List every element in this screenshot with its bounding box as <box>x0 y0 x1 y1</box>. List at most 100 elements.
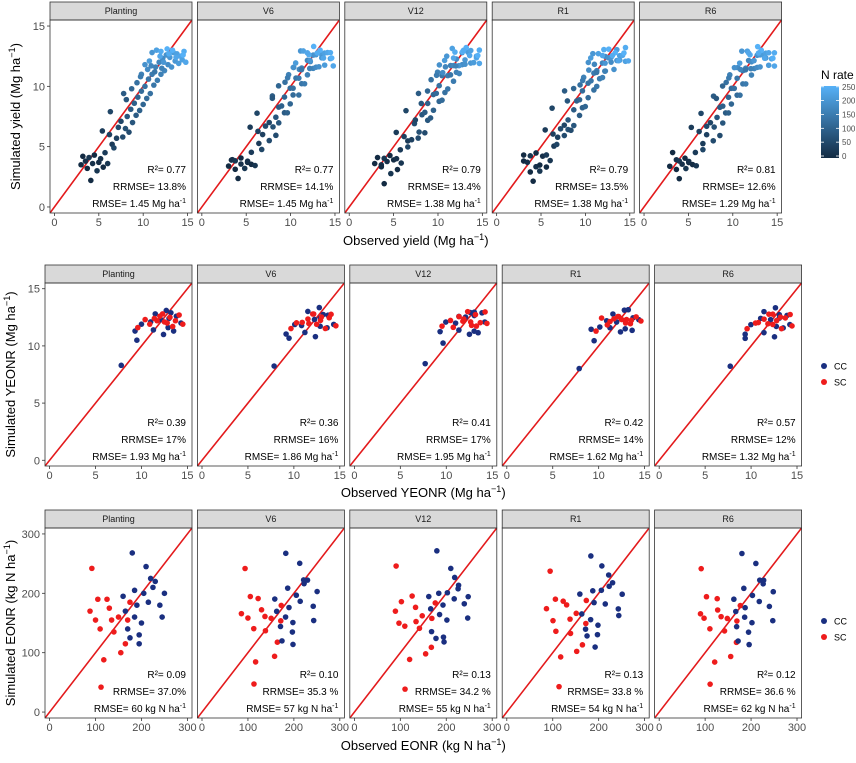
x-axis-title-end: ) <box>501 738 505 753</box>
panel-plot-area <box>45 528 192 718</box>
facet-strip-label: Planting <box>105 6 138 16</box>
data-point <box>563 602 570 608</box>
facet-strip-label: R1 <box>570 514 582 524</box>
data-point <box>476 47 483 53</box>
data-point <box>755 50 762 56</box>
y-tick-label: 0 <box>39 202 45 214</box>
x-tick-label: 100 <box>86 722 104 734</box>
data-point <box>439 97 445 103</box>
x-tick-label: 5 <box>685 217 691 229</box>
data-point <box>140 590 147 597</box>
data-point <box>718 613 724 620</box>
group-legend-yeonr: CC SC <box>821 362 847 388</box>
data-point <box>296 560 303 567</box>
panel-yield-r1: R1 0 5 10 15 R²= 0.79 RRMSE= 13.5% RMSE= 1.38 M… <box>491 1 636 229</box>
data-point <box>754 43 761 50</box>
data-point <box>430 107 437 114</box>
data-point <box>765 49 772 56</box>
legend-key-cc <box>821 618 827 624</box>
data-point <box>599 74 606 81</box>
data-point <box>328 55 335 61</box>
data-point <box>527 153 534 159</box>
stat-rrmse: RRMSE= 17% <box>426 435 491 446</box>
data-point <box>89 160 96 167</box>
data-point <box>374 154 381 161</box>
data-point <box>398 160 405 166</box>
data-point <box>728 101 735 107</box>
data-point <box>287 101 294 107</box>
data-point <box>607 318 613 325</box>
stat-r2: R²= 0.77 <box>147 165 186 176</box>
data-point <box>80 153 86 160</box>
n-rate-tick-label: 250 <box>842 83 856 92</box>
data-point <box>127 599 133 606</box>
x-tick-label: 100 <box>239 722 257 734</box>
data-point <box>590 50 596 57</box>
stat-rmse-main: RMSE= 1.95 Mg ha <box>397 452 485 463</box>
data-point <box>101 657 107 663</box>
data-point <box>428 628 435 635</box>
data-point <box>629 327 635 334</box>
x-tick-label: 10 <box>137 217 149 229</box>
data-point <box>144 66 151 73</box>
data-point <box>745 50 752 56</box>
data-point <box>679 161 685 167</box>
data-point <box>378 163 385 170</box>
data-point <box>142 83 148 90</box>
data-point <box>557 654 564 660</box>
data-point <box>787 311 793 318</box>
data-point <box>296 75 302 81</box>
data-point <box>290 92 296 98</box>
stat-r2: R²= 0.39 <box>147 418 186 429</box>
data-point <box>97 626 103 632</box>
data-point <box>553 628 559 635</box>
x-tick-label: 15 <box>329 217 341 229</box>
chart-row-yeonr: Planting 0 5 10 15 0 5 10 15 R²= 0.39 RRMSE= 17% RM… <box>2 264 803 500</box>
x-tick-label: 0 <box>656 722 662 734</box>
data-point <box>89 565 95 572</box>
chart-rows: Planting 0 5 10 15 0 5 10 15 R²= 0.77 RRMSE= 13.8%… <box>2 1 806 753</box>
panel-yield-planting: Planting 0 5 10 15 0 5 10 15 R²= 0.77 RRMSE= 13.8%… <box>33 1 194 229</box>
stat-rmse: RMSE= 62 kg N ha-1 <box>703 703 795 715</box>
stat-rmse-exp: -1 <box>485 703 491 710</box>
data-point <box>416 625 423 632</box>
data-point <box>447 72 454 78</box>
data-point <box>770 588 777 595</box>
data-point <box>439 69 446 76</box>
stat-r2: R²= 0.09 <box>147 670 186 681</box>
data-point <box>405 144 411 150</box>
data-point <box>152 311 159 317</box>
data-point <box>456 327 462 333</box>
data-point <box>82 158 89 164</box>
data-point <box>583 620 589 627</box>
data-point <box>136 107 143 114</box>
data-point <box>771 63 778 69</box>
data-point <box>748 65 754 72</box>
data-point <box>320 55 327 61</box>
data-point <box>256 140 262 147</box>
data-point <box>127 106 134 113</box>
data-point <box>577 82 583 88</box>
data-point <box>156 59 162 66</box>
one-to-one-line <box>349 528 497 718</box>
data-point <box>135 94 141 100</box>
panel-yeonr-v6: V6 0 5 10 15 R²= 0.36 RRMSE= 16% RMSE= 1.86 Mg … <box>196 264 346 482</box>
legend-key-sc <box>821 634 827 640</box>
y-axis-title: Simulated YEONR (Mg ha−1) <box>2 291 18 457</box>
panel-border <box>196 19 340 214</box>
data-point <box>182 59 189 66</box>
data-point <box>403 107 409 114</box>
x-tick-label: 15 <box>181 217 193 229</box>
data-point <box>561 122 568 128</box>
x-tick-label: 100 <box>544 722 562 734</box>
data-point <box>166 50 172 57</box>
data-point <box>453 63 459 69</box>
stat-rrmse: RRMSE= 33.8 % <box>567 687 643 698</box>
data-point <box>622 44 629 51</box>
x-tick-label: 0 <box>199 470 205 482</box>
x-tick-label: 0 <box>346 217 352 229</box>
data-point <box>427 115 434 121</box>
panel-plot-area <box>50 20 192 213</box>
x-tick-label: 10 <box>440 470 452 482</box>
data-point <box>316 63 322 70</box>
